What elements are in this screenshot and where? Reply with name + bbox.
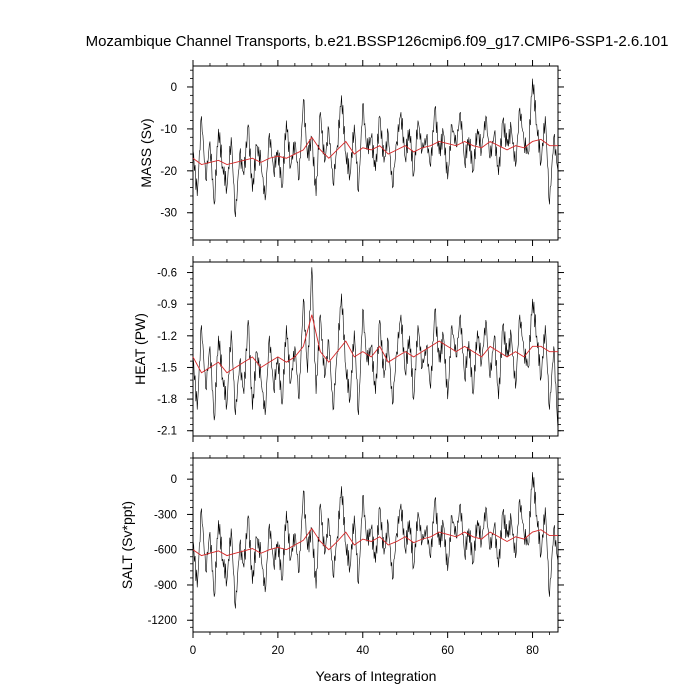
mass-plot-frame [192,65,559,241]
mass-y-tick-label: -30 [160,208,177,220]
heat-y-tick-label: -1.5 [157,362,177,374]
heat-x-ticks [192,256,550,442]
heat-y-tick-label: -0.9 [157,299,177,311]
heat-y-tick-label: -2.1 [157,426,177,438]
heat-monthly-line [192,267,559,431]
chart-title: Mozambique Channel Transports, b.e21.BSS… [86,33,669,50]
salt-y-ticks: 0 -300 -600 -900 -1200 [148,457,564,628]
x-tick-label: 20 [271,645,284,657]
mass-y-axis-label: MASS (Sv) [138,118,154,187]
salt-y-tick-label: 0 [171,474,177,486]
salt-y-tick-label: -600 [154,545,177,557]
mass-y-tick-label: -20 [160,166,177,178]
x-tick-label: 0 [190,645,196,657]
heat-panel: -0.6 -0.9 -1.2 -1.5 -1.8 -2.1 HEAT (PW) [132,256,564,442]
salt-y-tick-label: -300 [154,509,177,521]
x-tick-label: 40 [356,645,369,657]
mass-annual-mean-line [192,136,558,166]
salt-y-tick-label: -1200 [148,615,177,627]
heat-series [192,267,559,431]
salt-annual-mean-line [192,527,558,557]
mass-y-tick-label: -10 [160,124,177,136]
heat-y-ticks: -0.6 -0.9 -1.2 -1.5 -1.8 -2.1 [157,265,564,438]
salt-series [192,472,559,609]
mass-y-tick-label: 0 [171,82,177,94]
salt-x-ticks [192,452,550,638]
heat-plot-frame [192,261,559,437]
x-tick-label: 60 [441,645,454,657]
heat-y-tick-label: -0.6 [157,268,177,280]
mass-series [192,78,559,217]
mass-panel: 0 -10 -20 -30 MASS (Sv) [138,60,564,246]
heat-y-axis-label: HEAT (PW) [132,313,148,385]
mass-monthly-line [192,78,559,217]
x-tick-labels: 0 20 40 60 80 [190,645,539,657]
salt-panel: 0 -300 -600 -900 -1200 0 20 40 60 80 SALT (Sv*pp… [119,452,564,657]
mass-y-ticks: 0 -10 -20 -30 [160,69,564,239]
mass-x-ticks [192,60,550,246]
salt-y-tick-label: -900 [154,580,177,592]
heat-y-tick-label: -1.2 [157,331,177,343]
salt-plot-frame [192,457,559,633]
salt-y-axis-label: SALT (Sv*ppt) [119,501,135,589]
x-axis-label: Years of Integration [316,668,437,684]
heat-y-tick-label: -1.8 [157,394,177,406]
x-tick-label: 80 [526,645,539,657]
heat-annual-mean-line [192,314,558,374]
salt-monthly-line [192,472,559,609]
